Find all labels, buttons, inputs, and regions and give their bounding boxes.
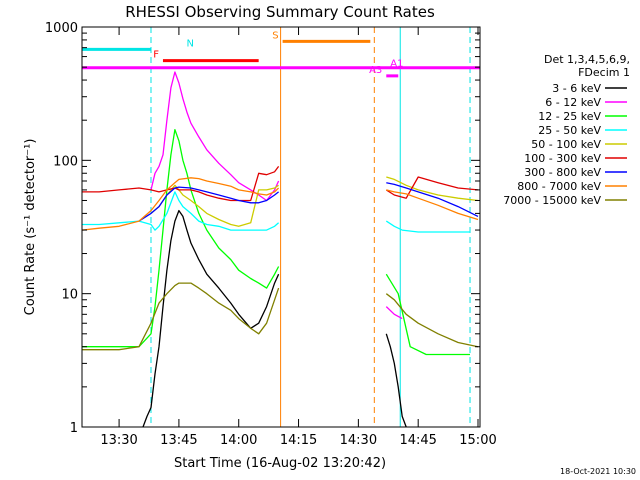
y-axis: 1 10 100 1000 xyxy=(45,21,480,436)
series-line-7 xyxy=(81,177,479,231)
flag-label-s: S xyxy=(272,30,278,41)
flag-label-a1: A1 xyxy=(390,59,403,70)
legend-label-4: 50 - 100 keV xyxy=(531,138,601,151)
series-line-0 xyxy=(142,209,407,428)
legend-label-3: 25 - 50 keV xyxy=(538,124,601,137)
timestamp: 18-Oct-2021 10:30 xyxy=(560,467,636,476)
x-tick-label-6: 15:00 xyxy=(459,433,496,448)
x-tick-label-0: 13:30 xyxy=(100,433,137,448)
chart-title: RHESSI Observing Summary Count Rates xyxy=(125,3,435,21)
flag-label-f: F xyxy=(153,50,159,61)
series-line-5 xyxy=(82,166,479,202)
legend-label-6: 300 - 800 keV xyxy=(524,166,601,179)
y-tick-label-0: 1 xyxy=(70,421,78,436)
series-line-3 xyxy=(82,191,470,233)
legend-label-7: 800 - 7000 keV xyxy=(517,180,601,193)
flag-label-a3: A3 xyxy=(369,65,382,76)
legend-label-2: 12 - 25 keV xyxy=(538,110,601,123)
legend-label-0: 3 - 6 keV xyxy=(552,82,601,95)
flag-label-n: N xyxy=(186,38,193,49)
x-axis-label: Start Time (16-Aug-02 13:20:42) xyxy=(174,456,386,471)
legend-label-8: 7000 - 15000 keV xyxy=(503,194,601,207)
y-tick-label-3: 1000 xyxy=(45,21,78,36)
legend-label-1: 6 - 12 keV xyxy=(545,96,601,109)
x-tick-label-3: 14:15 xyxy=(280,433,317,448)
series-line-2 xyxy=(82,128,470,356)
x-axis: 13:30 13:45 14:00 14:15 14:30 14:45 15:00 xyxy=(100,27,497,448)
legend-header-0: Det 1,3,4,5,6,9, xyxy=(544,53,630,66)
x-tick-label-4: 14:30 xyxy=(340,433,377,448)
plot-area: N F S A1 A3 xyxy=(81,27,480,428)
x-tick-label-2: 14:00 xyxy=(220,433,257,448)
x-tick-label-1: 13:45 xyxy=(160,433,197,448)
y-tick-label-1: 10 xyxy=(61,288,78,303)
series-line-8 xyxy=(82,282,479,351)
legend-header-1: FDecim 1 xyxy=(578,66,630,79)
y-tick-label-2: 100 xyxy=(53,154,78,169)
plot-frame xyxy=(81,26,481,428)
y-axis-label: Count Rate (s⁻¹ detector⁻¹) xyxy=(23,139,38,316)
x-tick-label-5: 14:45 xyxy=(399,433,436,448)
series-line-6 xyxy=(138,182,479,222)
legend-label-5: 100 - 300 keV xyxy=(524,152,601,165)
